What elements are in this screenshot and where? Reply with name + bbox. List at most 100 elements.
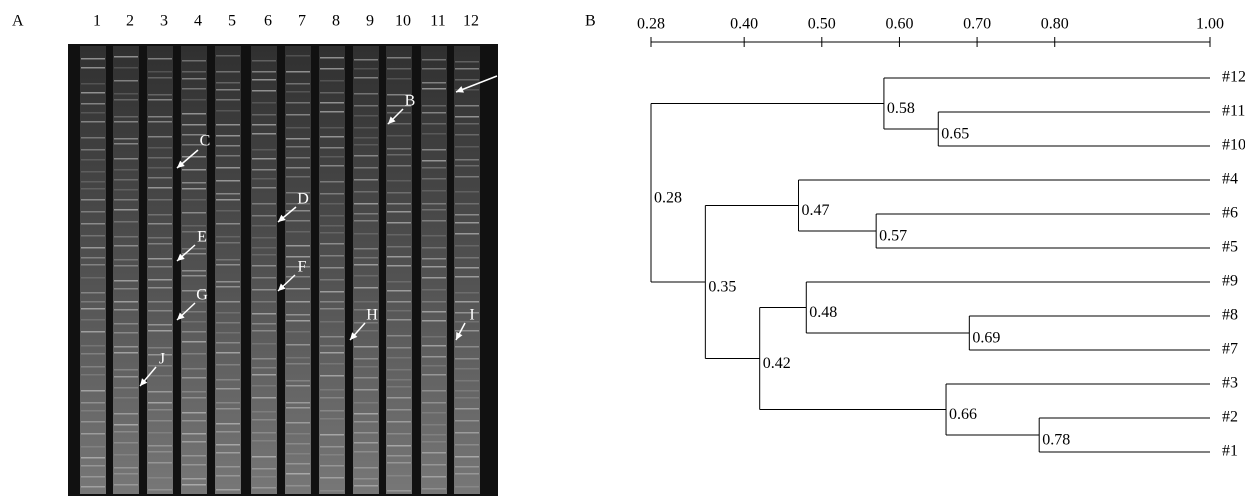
- band-line: [455, 292, 479, 294]
- band-line: [286, 176, 310, 178]
- band-line: [387, 203, 411, 205]
- band-line: [286, 344, 310, 346]
- band-line: [455, 159, 479, 161]
- band-line: [354, 485, 378, 487]
- band-line: [354, 358, 378, 360]
- band-line: [286, 55, 310, 57]
- band-line: [354, 68, 378, 70]
- band-line: [387, 192, 411, 194]
- band-line: [422, 266, 446, 268]
- band-line: [320, 232, 344, 234]
- band-line: [114, 199, 138, 201]
- band-line: [216, 110, 240, 112]
- band-line: [320, 454, 344, 456]
- lane: [80, 46, 106, 494]
- band-line: [148, 167, 172, 169]
- node-label: 0.42: [763, 355, 791, 372]
- band-line: [114, 309, 138, 311]
- band-line: [387, 123, 411, 125]
- band-line: [286, 485, 310, 487]
- band-line: [387, 462, 411, 464]
- band-line: [422, 390, 446, 392]
- band-line: [320, 477, 344, 479]
- band-line: [354, 115, 378, 117]
- tick-label: 0.80: [1041, 16, 1069, 33]
- band-line: [354, 167, 378, 169]
- band-line: [148, 354, 172, 356]
- band-line: [387, 409, 411, 411]
- band-line: [81, 112, 105, 114]
- lane: [421, 46, 447, 494]
- gel: A B C D E F G H I J: [80, 46, 511, 494]
- band-line: [320, 203, 344, 205]
- band-line: [354, 264, 378, 266]
- band-line: [148, 121, 172, 123]
- band-line: [354, 402, 378, 404]
- band-line: [455, 123, 479, 125]
- band-line: [216, 199, 240, 201]
- lane-label: 11: [430, 13, 445, 30]
- band-line: [320, 279, 344, 281]
- band-line: [81, 247, 105, 249]
- band-line: [182, 331, 206, 333]
- band-line: [455, 61, 479, 63]
- band-line: [148, 214, 172, 216]
- band-line: [252, 476, 276, 478]
- band-line: [182, 99, 206, 101]
- band-line: [252, 215, 276, 217]
- band-line: [455, 346, 479, 348]
- band-line: [252, 397, 276, 399]
- lane: [215, 46, 241, 494]
- band-line: [354, 467, 378, 469]
- band-line: [286, 203, 310, 205]
- band-line: [114, 413, 138, 415]
- band-label: G: [196, 287, 208, 304]
- band-line: [148, 409, 172, 411]
- lane-label: 9: [366, 13, 374, 30]
- band-line: [216, 301, 240, 303]
- band-line: [387, 265, 411, 267]
- band-line: [216, 71, 240, 73]
- band-line: [455, 79, 479, 81]
- node-label: 0.65: [941, 126, 969, 143]
- band-line: [354, 322, 378, 324]
- band-line: [148, 301, 172, 303]
- band-line: [455, 146, 479, 148]
- band-line: [216, 99, 240, 101]
- arrow-head: [177, 312, 185, 320]
- band-line: [387, 57, 411, 59]
- band-line: [182, 270, 206, 272]
- band-line: [114, 189, 138, 191]
- band-line: [387, 369, 411, 371]
- band-line: [182, 188, 206, 190]
- band-line: [387, 180, 411, 182]
- band-line: [422, 452, 446, 454]
- band-line: [422, 424, 446, 426]
- band-line: [216, 466, 240, 468]
- band-line: [320, 434, 344, 436]
- band-line: [81, 446, 105, 448]
- band-line: [387, 433, 411, 435]
- band-line: [455, 432, 479, 434]
- band-line: [354, 442, 378, 444]
- band-line: [216, 223, 240, 225]
- band-line: [148, 477, 172, 479]
- band-line: [422, 258, 446, 260]
- band-line: [422, 105, 446, 107]
- band-line: [422, 311, 446, 313]
- arrow-head: [278, 283, 286, 291]
- leaf-label: #3: [1222, 375, 1238, 392]
- band-line: [387, 148, 411, 150]
- band-line: [216, 242, 240, 244]
- band-line: [148, 116, 172, 118]
- band-line: [81, 149, 105, 151]
- band-line: [422, 412, 446, 414]
- band-label: F: [298, 259, 307, 276]
- band-line: [182, 169, 206, 171]
- band-line: [455, 301, 479, 303]
- band-line: [387, 310, 411, 312]
- band-line: [387, 319, 411, 321]
- band-line: [422, 365, 446, 367]
- band-line: [354, 179, 378, 181]
- band-line: [114, 67, 138, 69]
